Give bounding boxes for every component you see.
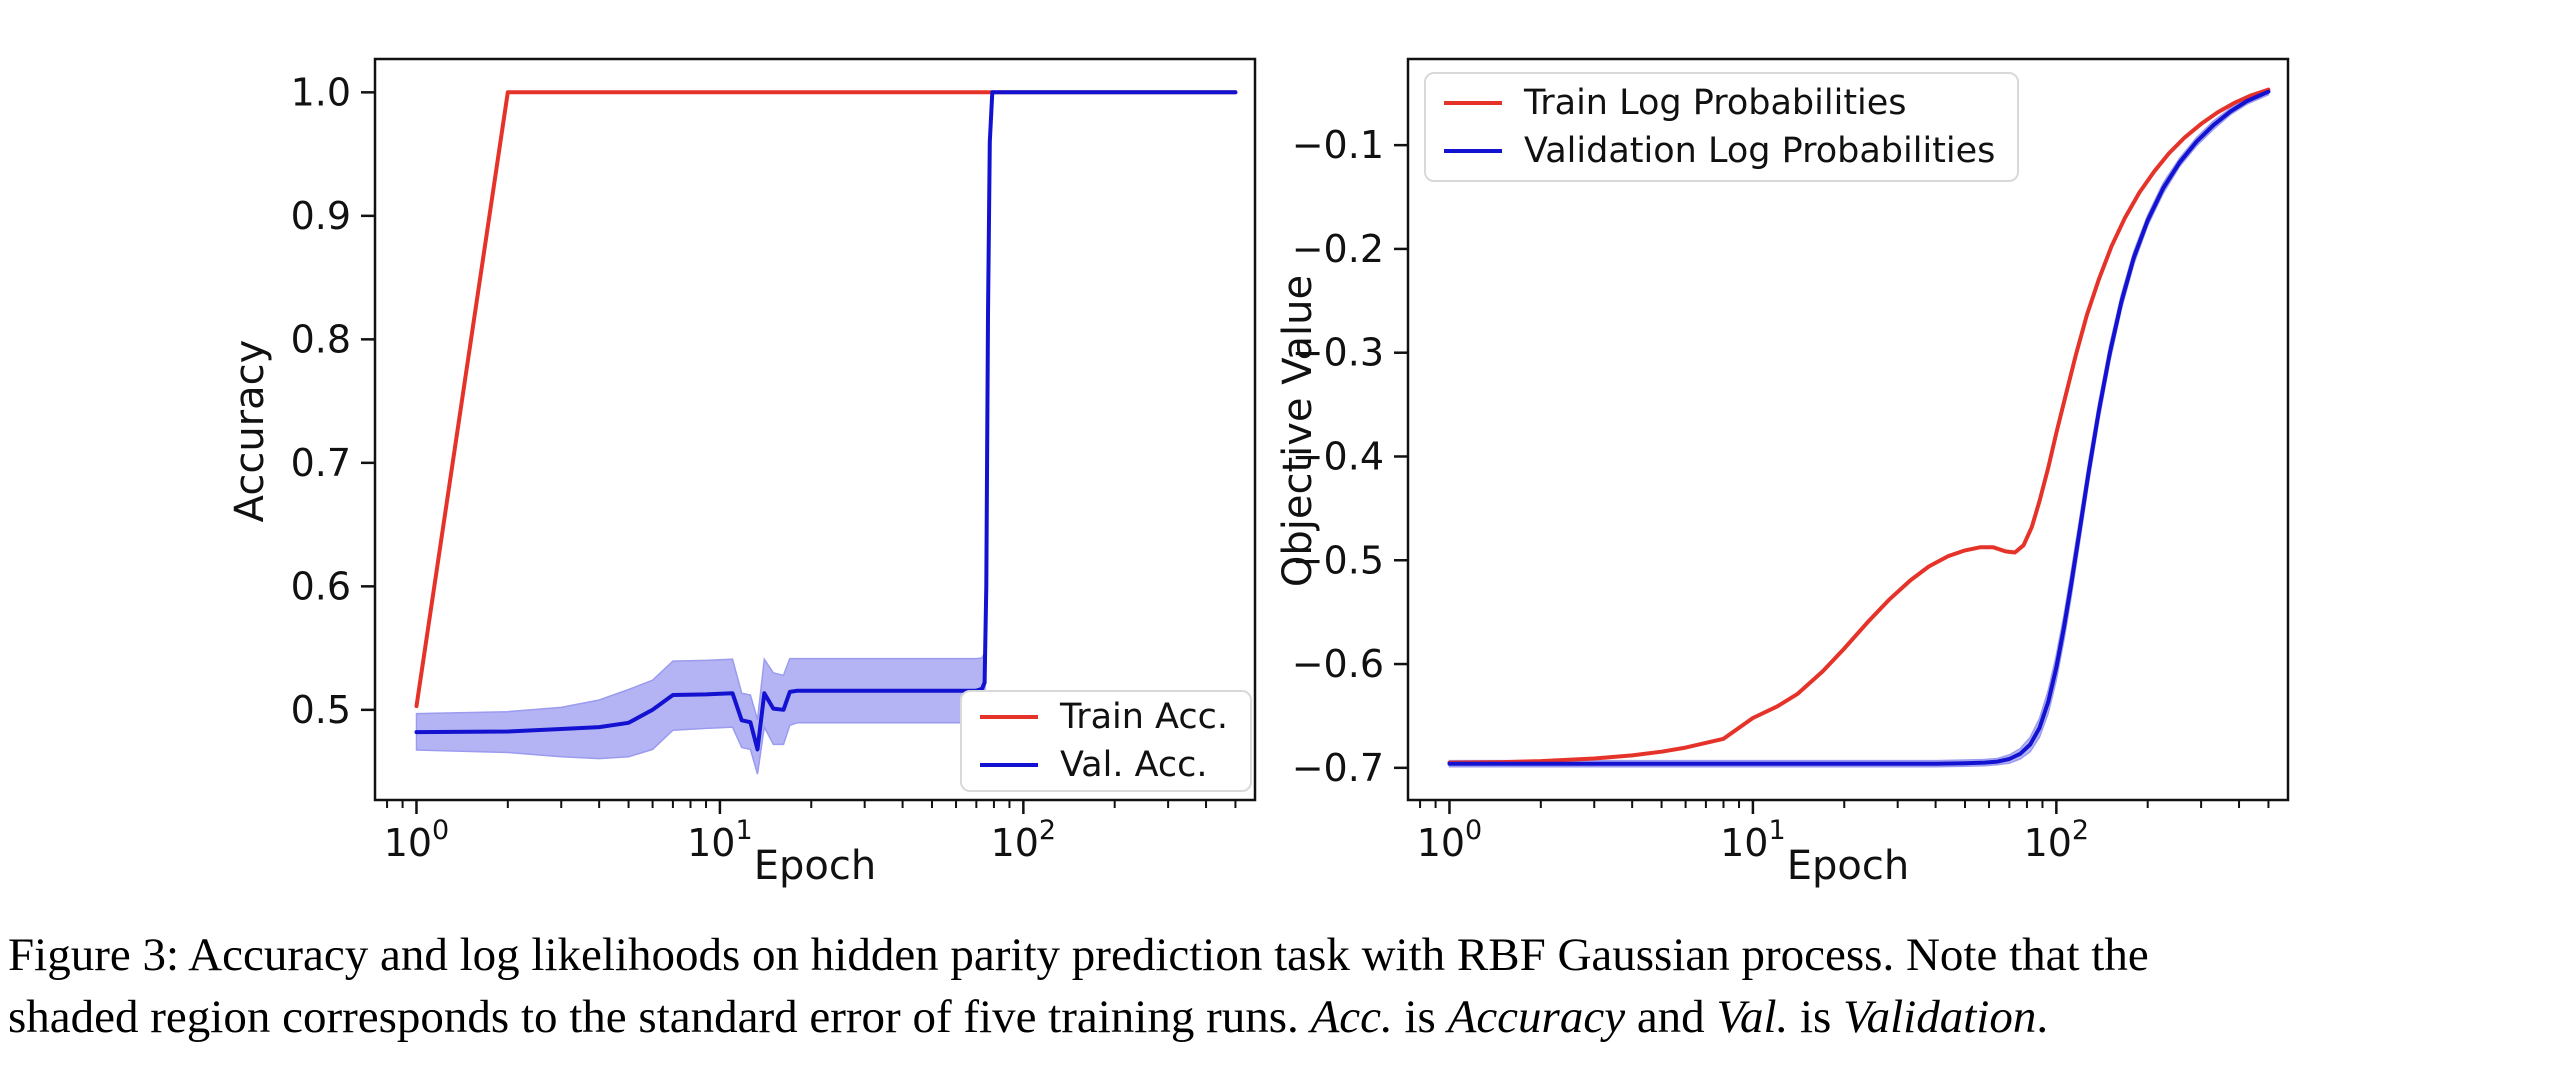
y-tick-label: −0.1 [1292, 123, 1384, 167]
left-x-axis-label: Epoch [753, 843, 877, 889]
caption-italic-text: Validation [1843, 991, 2037, 1043]
left-y-axis-label: Accuracy [227, 339, 273, 523]
validation-log-probabilities-stderr-band [1448, 87, 2270, 768]
caption-text: and [1625, 991, 1717, 1043]
train-log-probabilities-line [1447, 87, 2271, 765]
train-acc-line-sample [979, 715, 1038, 719]
caption-italic-text: Acc. [1310, 991, 1393, 1043]
axes-spines [373, 57, 1257, 802]
legend-item-train-logprob: Train Log Probabilities [1444, 83, 1995, 123]
y-tick-label: 0.8 [291, 317, 351, 361]
y-tick-label: −0.7 [1292, 746, 1384, 790]
axes-spines [1406, 57, 2290, 802]
figure-caption: Figure 3: Accuracy and log likelihoods o… [8, 924, 2568, 1048]
caption-text: Figure 3: Accuracy and log likelihoods o… [8, 929, 2149, 981]
train-acc-line [414, 90, 1238, 709]
caption-text: is [1392, 991, 1448, 1043]
caption-text: is [1788, 991, 1844, 1043]
x-tick-label: 102 [991, 815, 1057, 865]
caption-italic-text: Accuracy [1447, 991, 1626, 1043]
y-tick-label: 0.9 [291, 194, 351, 238]
right-objective-plot: 100 101 102−0.7−0.6−0.5−0.4−0.3−0.2−0.1 [1292, 57, 2290, 865]
val-acc-line [414, 90, 1238, 752]
left-legend: Train Acc. Val. Acc. [959, 690, 1252, 792]
train-logprob-line-sample [1444, 101, 1502, 105]
x-tick-label: 100 [384, 815, 450, 865]
y-tick-label: −0.6 [1292, 642, 1384, 686]
caption-text: . [2036, 991, 2049, 1043]
y-tick-label: −0.3 [1292, 331, 1384, 375]
y-tick-label: 1.0 [291, 70, 351, 114]
legend-label-train-acc: Train Acc. [1059, 697, 1228, 737]
right-legend: Train Log Probabilities Validation Log P… [1424, 72, 2020, 182]
legend-label-train-logprob: Train Log Probabilities [1524, 83, 1907, 123]
validation-log-probabilities-line [1447, 89, 2271, 766]
y-tick-label: −0.4 [1292, 434, 1384, 478]
caption-text: shaded region corresponds to the standar… [8, 991, 1311, 1043]
legend-label-val-acc: Val. Acc. [1059, 745, 1208, 785]
val-logprob-line-sample [1444, 149, 1502, 153]
y-tick-label: 0.6 [291, 564, 351, 608]
val-acc-line-sample [979, 763, 1038, 767]
y-tick-label: 0.7 [291, 441, 351, 485]
legend-item-train-acc: Train Acc. [979, 697, 1228, 737]
legend-item-val-acc: Val. Acc. [979, 745, 1228, 785]
right-x-axis-label: Epoch [1786, 843, 1910, 889]
x-tick-label: 102 [2024, 815, 2090, 865]
caption-italic-text: Val. [1716, 991, 1789, 1043]
val-acc-stderr-band [415, 91, 1236, 775]
legend-label-val-logprob: Validation Log Probabilities [1524, 131, 1996, 171]
y-tick-label: −0.2 [1292, 227, 1384, 271]
x-tick-label: 100 [1417, 815, 1483, 865]
right-y-axis-label: Objective Value [1275, 274, 1321, 588]
y-tick-label: −0.5 [1292, 538, 1384, 582]
legend-item-val-logprob: Validation Log Probabilities [1444, 131, 1995, 171]
y-tick-label: 0.5 [291, 688, 351, 732]
